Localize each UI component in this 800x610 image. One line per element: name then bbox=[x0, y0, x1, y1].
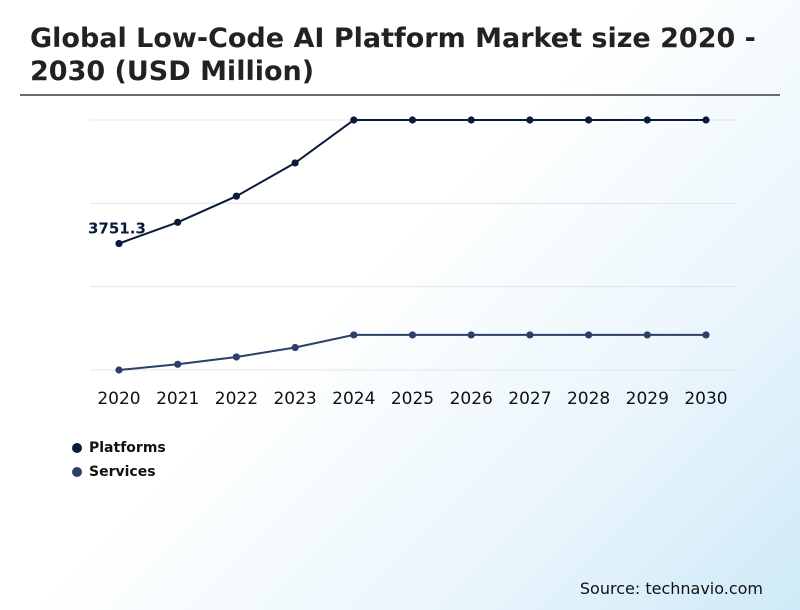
data-point-services-2028[interactable] bbox=[585, 331, 593, 339]
data-point-services-2020[interactable] bbox=[115, 366, 123, 374]
data-point-platforms-2028[interactable] bbox=[585, 116, 593, 124]
data-point-platforms-2023[interactable] bbox=[291, 159, 299, 167]
data-point-services-2027[interactable] bbox=[526, 331, 534, 339]
data-point-services-2025[interactable] bbox=[408, 331, 417, 339]
data-point-platforms-2027[interactable] bbox=[526, 116, 534, 124]
x-tick-label: 2030 bbox=[684, 389, 727, 409]
legend-marker-platforms bbox=[72, 443, 82, 453]
data-point-platforms-2022[interactable] bbox=[232, 192, 240, 200]
x-axis-tick-labels: 2020 2021 2022 2023 2024 2025 2026 2027 2028 2029… bbox=[97, 389, 727, 409]
data-point-services-2030[interactable] bbox=[702, 331, 710, 339]
data-label: 3751.3 bbox=[88, 220, 146, 238]
series-line-platforms bbox=[118, 119, 706, 245]
x-tick-label: 2025 bbox=[391, 389, 434, 409]
data-point-services-2026[interactable] bbox=[467, 331, 475, 339]
legend-item-services[interactable]: Services bbox=[72, 460, 166, 484]
x-tick-label: 2020 bbox=[97, 389, 140, 409]
legend-item-platforms[interactable]: Platforms bbox=[72, 436, 166, 460]
x-tick-label: 2028 bbox=[567, 389, 610, 409]
source-credit: Source: technavio.com bbox=[579, 579, 763, 598]
data-point-platforms-2024[interactable] bbox=[350, 116, 358, 124]
legend-label-services: Services bbox=[89, 464, 156, 480]
legend-label-platforms: Platforms bbox=[89, 440, 166, 456]
data-point-platforms-2026[interactable] bbox=[467, 116, 475, 124]
legend-marker-services bbox=[72, 467, 82, 477]
data-point-services-2021[interactable] bbox=[174, 360, 182, 368]
data-point-services-2029[interactable] bbox=[643, 331, 651, 339]
data-labels: 3751.3 bbox=[88, 220, 146, 238]
x-tick-label: 2026 bbox=[450, 389, 493, 409]
data-point-platforms-2025[interactable] bbox=[408, 116, 417, 124]
x-tick-label: 2023 bbox=[273, 389, 316, 409]
data-point-services-2023[interactable] bbox=[291, 343, 299, 352]
data-point-platforms-2021[interactable] bbox=[174, 218, 182, 226]
x-tick-label: 2029 bbox=[626, 389, 669, 409]
chart-title: Global Low-Code AI Platform Market size … bbox=[30, 23, 756, 87]
title-divider bbox=[20, 94, 780, 96]
x-tick-label: 2024 bbox=[332, 389, 375, 409]
x-tick-label: 2021 bbox=[156, 389, 199, 409]
data-point-platforms-2030[interactable] bbox=[702, 116, 710, 124]
x-tick-label: 2022 bbox=[215, 389, 258, 409]
data-point-platforms-2020[interactable] bbox=[115, 239, 123, 248]
data-point-services-2024[interactable] bbox=[350, 331, 358, 339]
x-tick-label: 2027 bbox=[508, 389, 551, 409]
data-point-services-2022[interactable] bbox=[232, 353, 240, 361]
series-points bbox=[115, 116, 710, 374]
legend: Platforms Services bbox=[72, 436, 166, 484]
series-line-services bbox=[118, 333, 706, 371]
data-point-platforms-2029[interactable] bbox=[643, 116, 651, 124]
